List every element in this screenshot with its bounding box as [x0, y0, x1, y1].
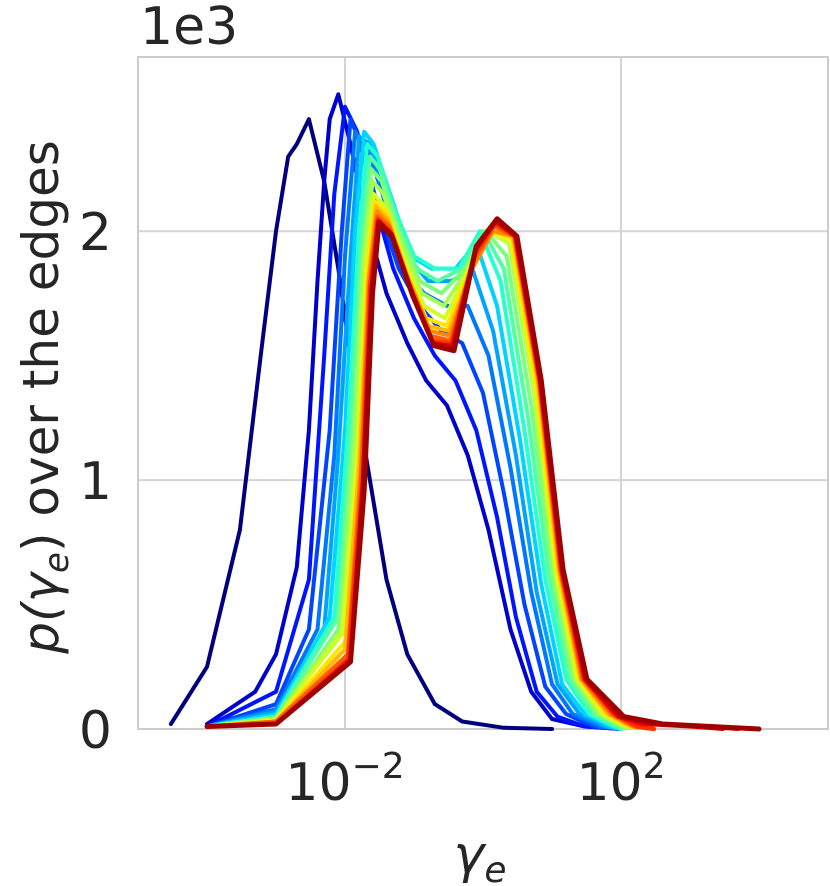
x-tick-exponent: −2: [352, 746, 405, 787]
x-tick-label-0: 10−2: [285, 746, 404, 813]
y-offset-label: 1e3: [140, 0, 238, 57]
y-tick-label-0: 0: [79, 701, 112, 761]
x-tick-labels: 10−2 102: [285, 746, 665, 813]
x-label-subscript: e: [484, 850, 506, 886]
y-tick-label-2: 2: [79, 203, 112, 263]
series-line-19: [204, 216, 762, 732]
y-label-subscript: e: [37, 552, 77, 573]
series-line-13: [205, 204, 656, 731]
plot-frame: [137, 56, 829, 730]
y-label-part-4: ) over the edges: [12, 140, 70, 552]
x-tick-base: 10: [285, 753, 351, 813]
x-tick-exponent: 2: [643, 746, 666, 787]
y-axis-label: p(γe) over the edges: [12, 140, 77, 655]
series-line-9: [205, 167, 656, 731]
series-line-5: [205, 134, 623, 731]
x-tick-base: 10: [576, 753, 642, 813]
y-label-gamma: γ: [12, 571, 70, 603]
series-line-11: [205, 191, 656, 731]
y-tick-label-1: 1: [79, 452, 112, 512]
y-tick-labels: 0 1 2: [79, 203, 112, 761]
x-tick-label-1: 102: [576, 746, 665, 813]
series-line-15: [205, 214, 656, 731]
series-line-8: [205, 154, 623, 731]
series-line-7: [205, 142, 623, 731]
y-label-part-1: p(: [12, 600, 70, 655]
series-layer: [168, 92, 762, 732]
x-axis-label: γe: [454, 825, 507, 886]
series-line-2: [205, 104, 623, 731]
x-label-gamma: γ: [454, 825, 488, 885]
